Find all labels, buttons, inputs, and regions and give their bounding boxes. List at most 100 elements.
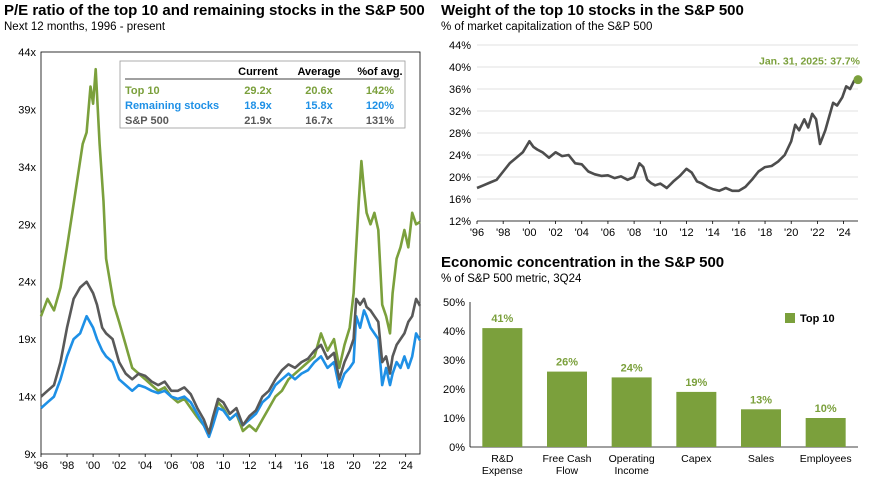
conc-category-label: Sales: [748, 453, 774, 465]
conc-bar: [676, 391, 717, 447]
weight-y-tick-label: 24%: [449, 150, 471, 162]
pe-x-tick-label: '04: [138, 460, 152, 472]
pe-x-tick-label: '96: [34, 460, 48, 472]
conc-category-label: Free Cash: [542, 453, 591, 465]
pe-table-cell: 29.2x: [244, 85, 272, 97]
pe-table-cell: 18.9x: [244, 100, 272, 112]
pe-table-cell: Remaining stocks: [125, 100, 219, 112]
pe-x-tick-label: '08: [190, 460, 204, 472]
weight-x-tick-label: '10: [653, 227, 667, 239]
conc-bar: [482, 328, 523, 447]
weight-chart-subtitle: % of market capitalization of the S&P 50…: [441, 21, 653, 33]
conc-category-label: Flow: [556, 465, 579, 477]
conc-value-label: 13%: [750, 394, 772, 406]
weight-y-tick-label: 32%: [449, 106, 471, 118]
weight-series-line: [476, 78, 859, 193]
pe-table-cell: 16.7x: [305, 115, 333, 127]
concentration-chart-title: Economic concentration in the S&P 500: [441, 254, 725, 271]
weight-x-tick-label: '02: [548, 227, 562, 239]
conc-value-label: 26%: [556, 357, 578, 369]
conc-category-label: Operating: [609, 453, 655, 465]
conc-bar: [547, 371, 587, 447]
pe-chart-title: P/E ratio of the top 10 and remaining st…: [4, 2, 425, 19]
weight-x-tick-label: '22: [810, 227, 824, 239]
weight-x-tick-label: '00: [522, 227, 536, 239]
conc-category-label: R&D: [491, 453, 514, 465]
pe-y-tick-label: 44x: [18, 47, 36, 59]
pe-table-cell: S&P 500: [125, 115, 169, 127]
weight-y-tick-label: 28%: [449, 128, 471, 140]
conc-category-label: Capex: [681, 453, 712, 465]
pe-table-cell: 120%: [366, 100, 394, 112]
conc-category-label: Employees: [800, 453, 852, 465]
conc-category-label: Expense: [482, 465, 523, 477]
pe-y-tick-label: 29x: [18, 219, 36, 231]
conc-y-tick-label: 0%: [449, 442, 465, 454]
weight-x-tick-label: '20: [784, 227, 798, 239]
weight-y-tick-label: 12%: [449, 216, 471, 228]
pe-table-box: [119, 60, 406, 129]
pe-y-tick-label: 19x: [18, 334, 36, 346]
pe-plot-frame: [40, 51, 421, 455]
weight-x-tick-label: '18: [758, 227, 772, 239]
conc-bar: [805, 418, 846, 447]
conc-legend-swatch: [785, 313, 795, 323]
pe-y-tick-label: 24x: [18, 277, 36, 289]
pe-table-cell: 20.6x: [305, 85, 333, 97]
pe-chart-subtitle: Next 12 months, 1996 - present: [4, 21, 166, 33]
weight-y-tick-label: 40%: [449, 62, 471, 74]
weight-x-tick-label: '08: [627, 227, 641, 239]
conc-y-tick-label: 40%: [443, 326, 465, 338]
pe-x-tick-label: '22: [372, 460, 386, 472]
weight-x-tick-label: '06: [601, 227, 615, 239]
conc-value-label: 10%: [815, 403, 837, 415]
conc-category-label: Income: [614, 465, 649, 477]
weight-y-tick-label: 20%: [449, 172, 471, 184]
pe-table-cell: 21.9x: [244, 115, 272, 127]
weight-y-tick-label: 36%: [449, 84, 471, 96]
pe-y-tick-label: 34x: [18, 162, 36, 174]
pe-x-tick-label: '02: [112, 460, 126, 472]
pe-x-tick-label: '12: [242, 460, 256, 472]
conc-legend-label: Top 10: [800, 313, 835, 325]
conc-bar: [741, 409, 781, 447]
pe-table-header: Average: [297, 66, 340, 78]
pe-x-tick-label: '10: [216, 460, 230, 472]
weight-annotation: Jan. 31, 2025: 37.7%: [759, 56, 861, 68]
pe-table-cell: 142%: [366, 85, 394, 97]
weight-x-tick-label: '16: [732, 227, 746, 239]
pe-table-cell: Top 10: [125, 85, 160, 97]
pe-y-tick-label: 9x: [24, 449, 36, 461]
pe-x-tick-label: '06: [164, 460, 178, 472]
weight-x-tick-label: '14: [705, 227, 719, 239]
pe-x-tick-label: '00: [86, 460, 100, 472]
pe-series-line: [40, 309, 422, 439]
pe-x-tick-label: '20: [346, 460, 360, 472]
pe-series-line: [40, 280, 422, 435]
pe-x-tick-label: '18: [320, 460, 334, 472]
weight-chart-title: Weight of the top 10 stocks in the S&P 5…: [441, 2, 744, 19]
conc-value-label: 19%: [685, 377, 707, 389]
weight-x-tick-label: '98: [496, 227, 510, 239]
pe-x-tick-label: '16: [294, 460, 308, 472]
concentration-chart-subtitle: % of S&P 500 metric, 3Q24: [441, 273, 582, 285]
pe-x-tick-label: '14: [268, 460, 282, 472]
pe-table-cell: 15.8x: [305, 100, 333, 112]
pe-table-header: %of avg.: [357, 66, 402, 78]
weight-x-tick-label: '96: [470, 227, 484, 239]
conc-y-tick-label: 10%: [443, 413, 465, 425]
weight-x-tick-label: '24: [836, 227, 850, 239]
pe-table-cell: 131%: [366, 115, 394, 127]
pe-table-header: Current: [238, 66, 278, 78]
weight-latest-marker: [853, 75, 863, 85]
pe-series-line: [39, 67, 421, 433]
weight-x-tick-label: '12: [679, 227, 693, 239]
weight-y-tick-label: 44%: [449, 40, 471, 52]
conc-bar: [611, 377, 652, 447]
pe-x-tick-label: '98: [60, 460, 74, 472]
conc-value-label: 41%: [491, 313, 513, 325]
conc-y-tick-label: 50%: [443, 297, 465, 309]
conc-y-tick-label: 20%: [443, 384, 465, 396]
pe-x-tick-label: '24: [399, 460, 413, 472]
